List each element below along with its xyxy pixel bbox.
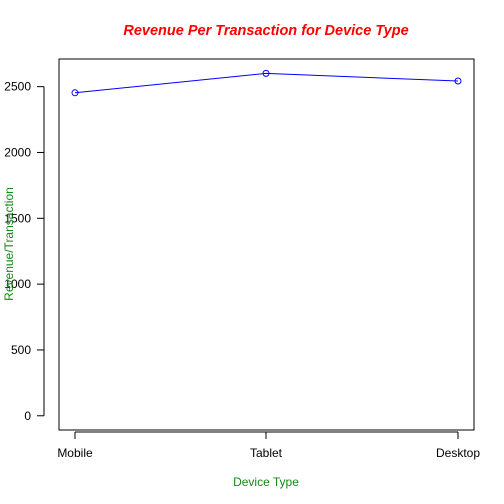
plot-area-border (58, 58, 475, 431)
y-tick-label: 500 (11, 343, 31, 357)
chart-title: Revenue Per Transaction for Device Type (123, 23, 408, 39)
x-tick-label: Tablet (250, 446, 283, 460)
x-tick-label: Desktop (436, 446, 480, 460)
y-tick-label: 1500 (4, 211, 31, 225)
y-tick-label: 2000 (4, 145, 31, 159)
series-line (74, 72, 459, 94)
y-axis-label: Revenue/Transaction (2, 187, 16, 301)
data-point (262, 69, 270, 77)
x-tick-label: Mobile (57, 446, 93, 460)
x-axis: Mobile Tablet Desktop (57, 431, 480, 460)
y-tick-label: 1000 (4, 277, 31, 291)
x-axis-label: Device Type (233, 475, 299, 489)
data-point (454, 77, 462, 85)
y-tick-label: 0 (24, 409, 31, 423)
data-point (71, 89, 79, 97)
y-tick-label: 2500 (4, 80, 31, 94)
series-layer (71, 69, 462, 97)
y-axis: 0 500 1000 1500 2000 2500 (4, 80, 45, 423)
